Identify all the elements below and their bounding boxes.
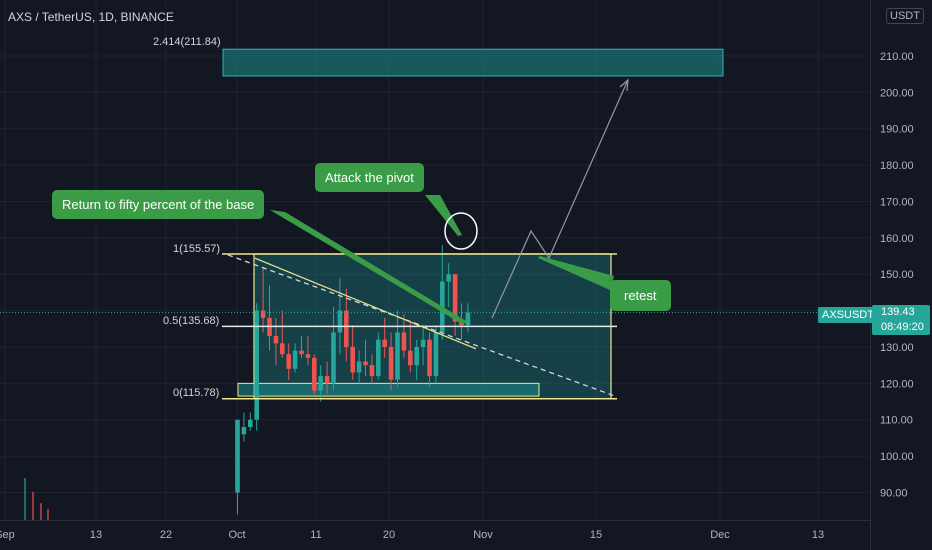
candle-body: [452, 274, 458, 322]
y-tick-label: 120.00: [880, 378, 914, 390]
callout-pointer-pivot: [425, 195, 462, 236]
candle-body: [318, 376, 323, 391]
y-tick-label: 150.00: [880, 269, 914, 281]
fib-label-2414: 2.414(211.84): [153, 36, 221, 48]
volume-bars: [24, 478, 49, 520]
callout-pointer-retest: [538, 256, 614, 290]
y-tick-label: 110.00: [880, 415, 913, 427]
callout-retest[interactable]: retest: [610, 280, 671, 311]
candle-body: [363, 361, 368, 366]
candle-body: [280, 343, 285, 355]
x-tick-label: Nov: [473, 529, 493, 541]
candle-body: [408, 350, 413, 366]
volume-bar: [24, 478, 26, 520]
candle-body: [312, 357, 317, 391]
last-price-tag: 139.43 08:49:20: [872, 305, 930, 335]
volume-bar: [32, 492, 34, 520]
candle-body: [395, 332, 400, 380]
candle-body: [465, 312, 471, 326]
candle-body: [324, 376, 330, 384]
candle-body: [433, 332, 439, 377]
symbol-price-tag: AXSUSDT: [818, 307, 878, 323]
fib-label-05: 0.5(135.68): [163, 315, 220, 327]
currency-unit-badge[interactable]: USDT: [886, 8, 924, 24]
candle-countdown: 08:49:20: [881, 321, 924, 333]
x-axis: Sep 13 22 Oct 11 20 Nov 15 Dec 13: [0, 520, 870, 541]
candle-body: [401, 332, 407, 351]
candle-body: [420, 339, 426, 347]
candle-body: [388, 346, 394, 380]
descending-trendline: [254, 257, 477, 350]
candle-body: [382, 339, 387, 347]
volume-bar: [47, 508, 49, 520]
y-tick-label: 90.00: [880, 488, 908, 500]
candle-body: [369, 365, 375, 377]
y-tick-label: 200.00: [880, 87, 914, 99]
candles: [235, 245, 471, 515]
x-tick-label: 11: [310, 529, 321, 541]
candle-body: [350, 346, 355, 373]
candle-body: [427, 339, 432, 377]
candle-body: [292, 350, 298, 369]
candle-body: [356, 361, 362, 373]
candle-body: [305, 354, 311, 358]
candle-body: [414, 346, 419, 366]
candle-body: [337, 310, 343, 333]
fib-label-1: 1(155.57): [173, 243, 221, 255]
candle-body: [286, 354, 291, 369]
dashed-trendline: [227, 254, 618, 398]
x-tick-label: 13: [90, 529, 102, 541]
x-tick-label: Sep: [0, 529, 15, 541]
candle-body: [254, 310, 259, 420]
x-tick-label: 20: [383, 529, 395, 541]
chart-title: AXS / TetherUS, 1D, BINANCE: [8, 10, 174, 24]
x-tick-label: 13: [812, 529, 824, 541]
pivot-circle: [444, 212, 478, 250]
callout-pointer-fifty: [270, 210, 468, 324]
target-zone: [222, 48, 724, 77]
candle-body: [248, 419, 253, 428]
y-tick-label: 100.00: [880, 451, 914, 463]
y-tick-label: 180.00: [880, 160, 914, 172]
x-tick-label: Oct: [228, 529, 245, 541]
candle-body: [344, 310, 349, 347]
callout-attack-pivot[interactable]: Attack the pivot: [315, 163, 424, 192]
projection-path: [491, 81, 628, 319]
candle-body: [331, 332, 336, 384]
y-tick-label: 170.00: [880, 196, 914, 208]
x-tick-label: 22: [160, 529, 172, 541]
callout-return-fifty[interactable]: Return to fifty percent of the base: [52, 190, 265, 219]
candle-body: [260, 310, 266, 318]
x-tick-label: Dec: [710, 529, 730, 541]
last-price-value: 139.43: [881, 306, 915, 318]
y-tick-label: 210.00: [880, 51, 914, 63]
candle-body: [235, 419, 240, 493]
y-tick-label: 130.00: [880, 342, 914, 354]
projection-arrowhead: [619, 78, 629, 92]
volume-bar: [40, 503, 42, 520]
drawings: [0, 78, 870, 400]
y-tick-label: 160.00: [880, 233, 914, 245]
y-axis: 90.00100.00110.00120.00130.00140.00150.0…: [870, 0, 914, 550]
fib-label-0: 0(115.78): [173, 387, 220, 399]
candle-body: [376, 339, 381, 377]
candle-body: [446, 274, 451, 282]
candle-body: [241, 427, 247, 435]
support-zone: [237, 382, 540, 397]
candle-body: [299, 350, 304, 355]
y-tick-label: 190.00: [880, 124, 914, 136]
candle-body: [273, 336, 279, 344]
x-tick-label: 15: [590, 529, 602, 541]
